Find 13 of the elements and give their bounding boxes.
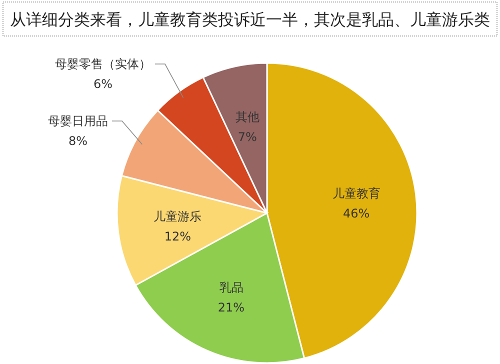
data-label: 12%	[164, 229, 192, 244]
data-label: 46%	[342, 206, 370, 221]
data-label: 8%	[68, 134, 88, 148]
slice-label: 母婴零售（实体）	[55, 57, 151, 71]
slice-label: 乳品	[219, 280, 244, 295]
slice-label: 母婴日用品	[48, 114, 108, 128]
slice-label: 儿童教育	[332, 186, 380, 201]
data-label: 6%	[93, 77, 113, 91]
chart-title: 从详细分类来看，儿童教育类投诉近一半，其次是乳品、儿童游乐类	[10, 10, 490, 29]
data-label: 21%	[218, 300, 245, 315]
slice-label: 其他	[235, 110, 260, 124]
data-label: 7%	[238, 130, 257, 144]
slice-label: 儿童游乐	[154, 209, 202, 224]
